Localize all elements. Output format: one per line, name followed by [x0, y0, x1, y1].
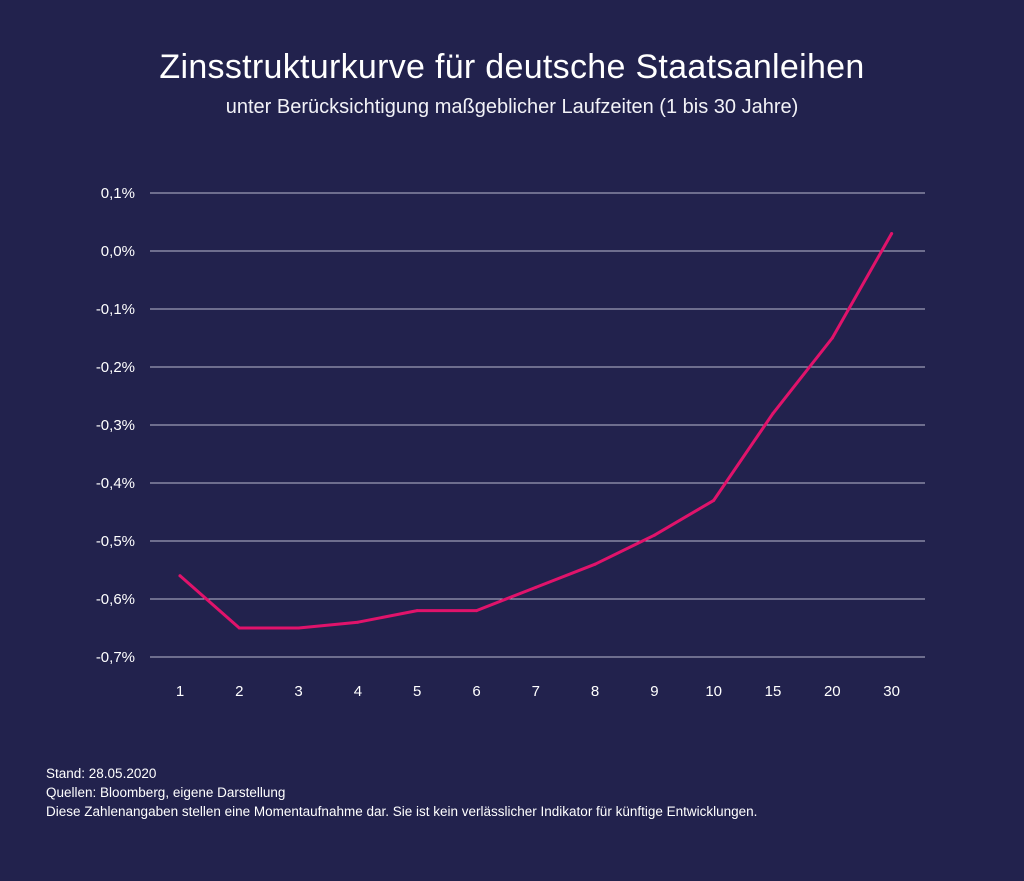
x-tick-label: 2 — [235, 683, 243, 700]
x-tick-label: 7 — [532, 683, 540, 700]
x-tick-label: 1 — [176, 683, 184, 700]
y-tick-label: -0,7% — [96, 649, 135, 666]
x-axis-tick-labels: 1 2 3 4 5 6 7 8 9 10 15 20 30 — [176, 683, 900, 700]
y-tick-label: -0,4% — [96, 475, 135, 492]
x-tick-label: 10 — [705, 683, 722, 700]
data-point — [475, 609, 478, 613]
chart-subtitle: unter Berücksichtigung maßgeblicher Lauf… — [225, 96, 799, 118]
yield-series-line — [178, 232, 894, 630]
data-point — [890, 232, 894, 236]
y-axis-tick-labels: 0,1% 0,0% -0,1% -0,2% -0,3% -0,4% -0,5% -0,6% -0… — [96, 185, 135, 666]
y-tick-label: 0,1% — [101, 185, 135, 202]
y-tick-label: -0,6% — [96, 591, 135, 608]
y-tick-label: -0,5% — [96, 533, 135, 550]
data-point — [237, 626, 241, 630]
x-tick-label: 8 — [591, 683, 599, 700]
x-tick-label: 30 — [883, 683, 900, 700]
data-point — [178, 574, 182, 578]
x-tick-label: 5 — [413, 683, 421, 700]
x-tick-label: 15 — [765, 683, 782, 700]
data-point — [415, 609, 419, 613]
footnote-disclaimer: Diese Zahlenangaben stellen eine Momenta… — [46, 804, 758, 819]
grid-lines — [150, 192, 925, 658]
x-tick-label: 20 — [824, 683, 841, 700]
x-tick-label: 4 — [354, 683, 362, 700]
data-point — [652, 533, 656, 537]
y-tick-label: 0,0% — [101, 243, 135, 260]
y-tick-label: -0,3% — [96, 417, 135, 434]
footnotes: Stand: 28.05.2020 Quellen: Bloomberg, ei… — [46, 764, 757, 821]
y-tick-label: -0,2% — [96, 359, 135, 376]
data-point — [712, 498, 716, 502]
data-point — [593, 562, 597, 566]
data-point — [356, 620, 360, 624]
footnote-date: Stand: 28.05.2020 — [46, 766, 157, 781]
data-point — [771, 411, 775, 415]
x-tick-label: 9 — [650, 683, 658, 700]
data-point — [297, 626, 301, 630]
series-layer — [178, 232, 894, 630]
x-tick-label: 6 — [472, 683, 480, 700]
footnote-sources: Quellen: Bloomberg, eigene Darstellung — [46, 785, 286, 800]
data-point — [830, 336, 834, 340]
chart-title: Zinsstrukturkurve für deutsche Staatsanl… — [159, 48, 865, 86]
x-tick-label: 3 — [294, 683, 302, 700]
data-point — [534, 585, 538, 589]
y-tick-label: -0,1% — [96, 301, 135, 318]
